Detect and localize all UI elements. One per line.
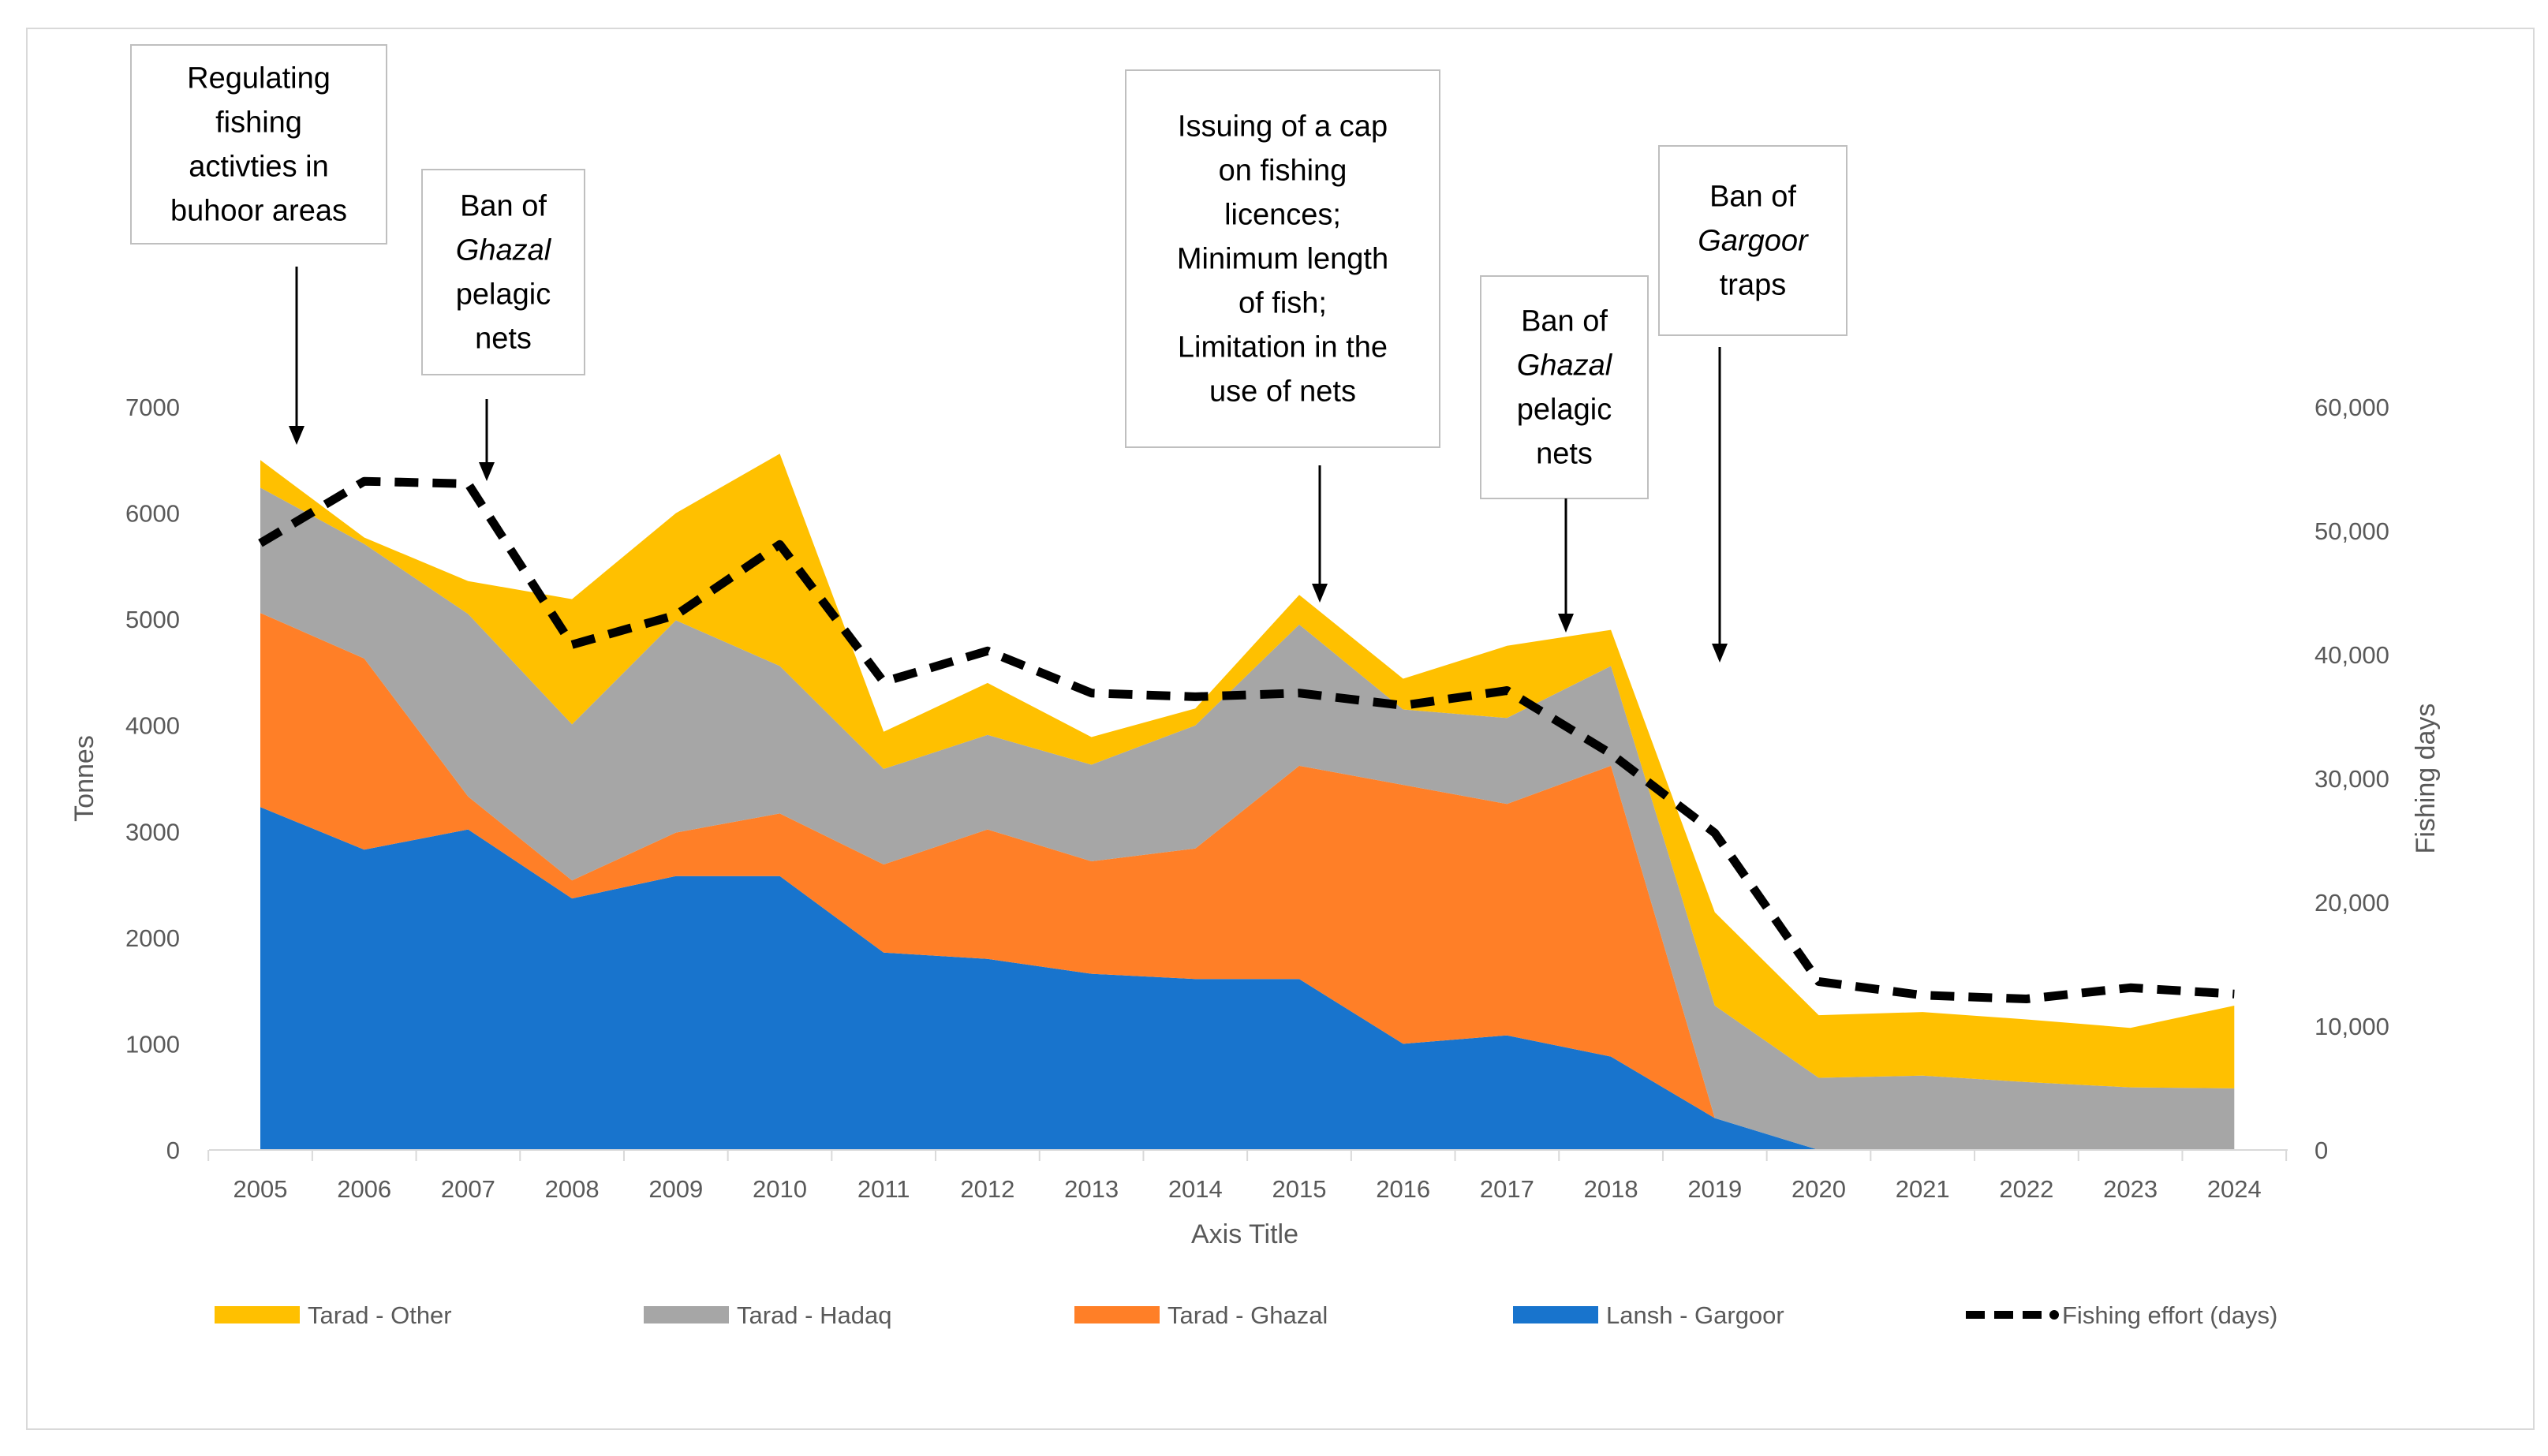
annotation-text-line: traps [1720,268,1786,301]
annotation-text-line: pelagic [456,278,551,311]
y2-tick-label: 40,000 [2314,641,2389,669]
x-tick-label: 2021 [1896,1175,1950,1203]
fishing-effort-line [258,476,2235,1003]
legend-label: Lansh - Gargoor [1606,1301,1784,1329]
annotation-text-line: nets [475,322,532,355]
annotation-arrowhead [289,426,304,445]
annotation-text-line: Ban of [1521,304,1608,338]
x-tick-label: 2014 [1168,1175,1223,1203]
annotation-text-line: Ghazal [456,233,552,267]
x-tick-label: 2016 [1376,1175,1430,1203]
x-tick-label: 2010 [753,1175,807,1203]
annotation-arrowhead [1312,584,1328,603]
annotation-text-line: nets [1536,437,1593,470]
area-series-lansh-gargoor [260,807,2235,1150]
annotation-text-line: Minimum length [1177,242,1388,275]
x-tick-label: 2015 [1272,1175,1327,1203]
y2-tick-label: 10,000 [2314,1013,2389,1040]
legend-label: Tarad - Hadaq [737,1301,891,1329]
y2-tick-label: 20,000 [2314,889,2389,917]
y-tick-label: 4000 [125,712,180,740]
annotation-text-line: Regulating [187,62,331,95]
stacked-areas [260,454,2235,1150]
annotation-text-line: Ghazal [1517,349,1613,382]
y2-axis-title: Fishing days [2411,704,2441,854]
area-series-tarad-other [260,454,2235,1088]
annotation-text-line: Limitation in the [1178,330,1388,364]
legend-label: Tarad - Ghazal [1168,1301,1328,1329]
annotation-text-line: on fishing [1219,154,1347,187]
x-tick-label: 2011 [857,1175,910,1203]
annotation-text-line: Ban of [1709,180,1796,213]
x-tick-label: 2006 [337,1175,391,1203]
annotation-text-line: Issuing of a cap [1178,110,1388,143]
axes: 2005 2006 2007 2008 2009 2010 2011 2012 2013 2014… [69,394,2441,1249]
y-tick-label: 6000 [125,500,180,528]
annotation-arrowhead [1558,614,1574,633]
annotation-text-line: use of nets [1209,375,1356,408]
annotation-arrowhead [1712,644,1728,663]
annotation-text-line: fishing [215,106,302,139]
annotation-box [1125,69,1440,448]
x-tick-label: 2022 [1999,1175,2053,1203]
annotation-text-line: Gargoor [1698,224,1809,257]
y-tick-label: 0 [166,1137,180,1164]
x-tick-label: 2005 [234,1175,288,1203]
legend-label: Tarad - Other [308,1301,452,1329]
legend-swatch [215,1306,300,1323]
y-tick-label: 2000 [125,924,180,952]
x-tick-label: 2009 [648,1175,703,1203]
y-axis-title: Tonnes [69,735,99,822]
x-tick-label: 2007 [441,1175,495,1203]
legend-swatch [1513,1306,1598,1323]
x-tick-label: 2008 [545,1175,600,1203]
annotation-box [421,169,585,375]
annotation-box [130,44,387,245]
x-tick-label: 2024 [2207,1175,2262,1203]
x-tick-label: 2013 [1064,1175,1119,1203]
annotation-box [1480,275,1649,499]
x-tick-label: 2019 [1687,1175,1742,1203]
legend: Tarad - Other Tarad - Hadaq Tarad - Ghazal… [215,1301,2277,1329]
legend-swatch [644,1306,729,1323]
annotation-arrowhead [479,462,495,481]
y-tick-label: 1000 [125,1030,180,1058]
y-tick-label: 3000 [125,818,180,846]
x-tick-label: 2020 [1791,1175,1846,1203]
annotation-text-line: activties in [189,150,328,183]
y2-tick-label: 50,000 [2314,517,2389,545]
area-series-tarad-hadaq [260,487,2235,1150]
y-tick-label: 5000 [125,606,180,633]
annotation-text-line: buhoor areas [170,194,347,227]
annotation-box [1658,145,1847,336]
y2-tick-label: 30,000 [2314,765,2389,793]
legend-swatch [1074,1306,1160,1323]
x-tick-label: 2018 [1584,1175,1638,1203]
x-tick-label: 2012 [960,1175,1014,1203]
x-tick-label: 2017 [1480,1175,1534,1203]
y-tick-label: 7000 [125,394,180,421]
x-axis-title: Axis Title [1191,1219,1298,1249]
effort-line-group [258,476,2235,1003]
area-series-tarad-ghazal [260,613,2235,1150]
annotation-text-line: Ban of [460,189,547,222]
annotation-text-line: pelagic [1517,393,1612,426]
legend-line-dot [2049,1310,2059,1320]
annotation-text-line: of fish; [1239,286,1327,319]
legend-label: Fishing effort (days) [2062,1301,2277,1329]
y2-tick-label: 60,000 [2314,394,2389,421]
annotations: Regulating fishing activties in buhoor area… [130,44,1847,663]
y2-tick-label: 0 [2314,1137,2328,1164]
annotation-text-line: licences; [1224,198,1341,231]
x-tick-label: 2023 [2103,1175,2158,1203]
